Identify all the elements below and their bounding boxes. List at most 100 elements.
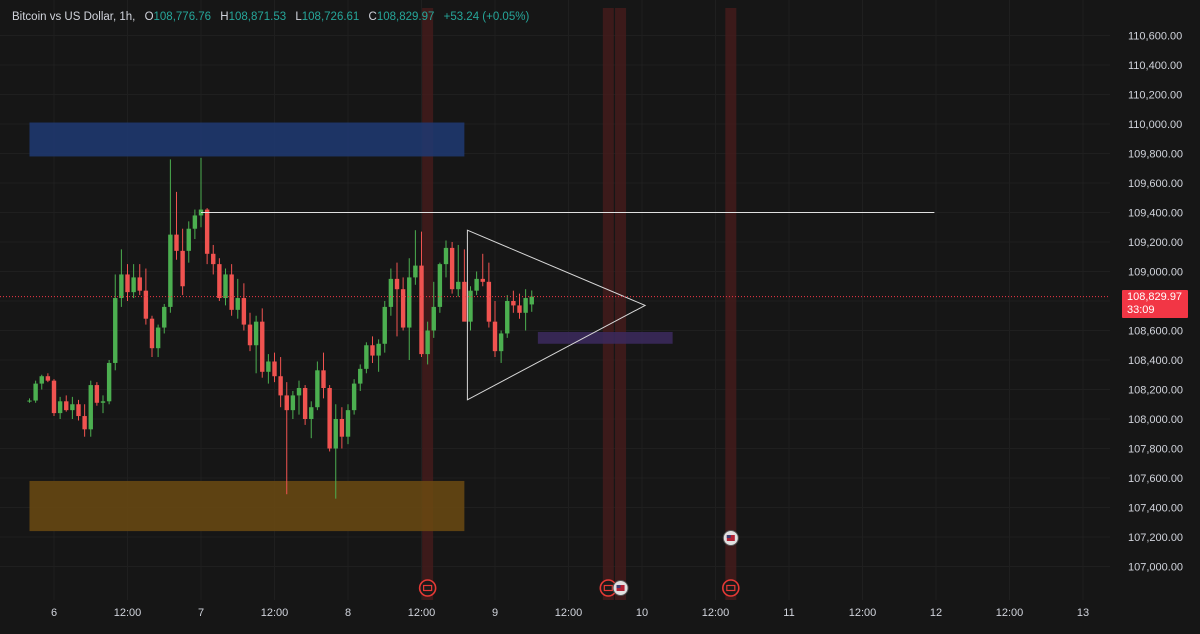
candle-body xyxy=(162,306,167,328)
candle-body xyxy=(315,370,320,408)
zone-small-zone xyxy=(537,331,673,344)
price-tick-label: 108,200.00 xyxy=(1128,385,1183,397)
candle-body xyxy=(327,388,332,449)
candle-body xyxy=(39,376,44,384)
candle-body xyxy=(272,361,277,377)
economic-event-icon xyxy=(418,579,437,597)
triangle-pattern xyxy=(466,229,647,401)
zone-demand xyxy=(29,480,465,532)
time-tick-label: 12:00 xyxy=(702,607,730,619)
time-tick-label: 8 xyxy=(345,607,351,619)
time-tick-label: 12 xyxy=(930,607,942,619)
price-tick-label: 108,400.00 xyxy=(1128,355,1183,367)
candle-body xyxy=(486,281,492,322)
time-tick-label: 13 xyxy=(1077,607,1089,619)
time-tick-label: 12:00 xyxy=(114,607,142,619)
candle-body xyxy=(284,395,289,411)
time-tick-label: 12:00 xyxy=(261,607,289,619)
candle-body xyxy=(290,395,296,411)
candle-body xyxy=(498,333,504,352)
last-price-tag: 108,829.97 33:09 xyxy=(1122,290,1188,318)
time-tick-label: 12:00 xyxy=(849,607,877,619)
time-tick-label: 10 xyxy=(636,607,648,619)
time-tick-label: 12:00 xyxy=(555,607,583,619)
candle-body xyxy=(192,215,198,229)
time-tick-label: 12:00 xyxy=(996,607,1024,619)
candle-body xyxy=(382,306,387,344)
candle-body xyxy=(443,247,449,265)
price-tick-label: 107,600.00 xyxy=(1128,473,1183,485)
candle-body xyxy=(260,321,265,372)
candle-body xyxy=(529,296,534,305)
candlestick-series xyxy=(27,157,534,499)
candle-body xyxy=(64,401,69,411)
calendar-glyph xyxy=(726,584,736,592)
candle-body xyxy=(474,278,479,291)
candle-body xyxy=(351,383,357,411)
candle-body xyxy=(217,264,222,299)
candle-body xyxy=(278,376,283,396)
event-column xyxy=(615,8,627,600)
candle-body xyxy=(223,274,228,299)
candle-body xyxy=(492,321,498,352)
candle-body xyxy=(333,419,338,449)
time-axis[interactable]: 6 12:00 7 12:00 8 12:00 9 12:00 10 12:00 11 12:00 12… xyxy=(51,607,1089,619)
symbol-title: Bitcoin vs US Dollar, 1h, xyxy=(12,11,136,23)
candle-body xyxy=(33,383,38,401)
candle-body xyxy=(364,345,369,369)
candle-body xyxy=(437,264,443,307)
candle-body xyxy=(358,368,363,384)
open-label: O xyxy=(144,11,154,23)
candle-body xyxy=(186,228,191,251)
price-tick-label: 109,200.00 xyxy=(1128,237,1183,249)
candle-body xyxy=(266,361,271,372)
candle-body xyxy=(168,234,173,307)
candle-body xyxy=(517,305,522,313)
candle-body xyxy=(106,362,112,402)
candle-body xyxy=(82,416,87,430)
candle-body xyxy=(235,298,240,310)
calendar-glyph xyxy=(423,584,433,592)
candle-body xyxy=(94,385,100,403)
low-value: 108,726.61 xyxy=(301,11,360,23)
flag-canton xyxy=(616,585,621,588)
last-price-value: 108,829.97 xyxy=(1127,291,1183,303)
time-tick-label: 6 xyxy=(51,607,57,619)
candle-body xyxy=(468,290,473,322)
high-label: H xyxy=(220,11,229,23)
event-column xyxy=(422,8,434,600)
price-tick-label: 109,000.00 xyxy=(1128,267,1183,279)
event-markers[interactable] xyxy=(418,530,740,597)
price-tick-label: 108,000.00 xyxy=(1128,414,1183,426)
candle-body xyxy=(143,290,149,319)
candle-body xyxy=(431,306,436,331)
candle-body xyxy=(174,234,179,251)
candle-body xyxy=(155,327,161,349)
economic-event-icon xyxy=(722,579,740,597)
change-value: +53.24 (+0.05%) xyxy=(443,11,530,23)
price-tick-label: 107,000.00 xyxy=(1128,562,1183,574)
candle-body xyxy=(57,401,63,414)
open-value: 108,776.76 xyxy=(153,11,212,23)
price-tick-label: 108,600.00 xyxy=(1128,326,1183,338)
candle-body xyxy=(131,277,136,293)
price-tick-label: 110,200.00 xyxy=(1128,90,1182,102)
candle-body xyxy=(27,400,32,402)
candle-body xyxy=(302,388,308,419)
candle-body xyxy=(113,298,118,363)
price-tick-label: 110,400.00 xyxy=(1128,60,1182,72)
candle-body xyxy=(51,380,57,414)
price-tick-label: 110,600.00 xyxy=(1128,31,1182,43)
candle-body xyxy=(376,343,381,356)
close-label: C xyxy=(368,11,377,23)
candle-body xyxy=(204,209,210,254)
candle-body xyxy=(456,281,461,290)
candle-body xyxy=(247,324,253,346)
candle-body xyxy=(370,345,375,356)
candle-body xyxy=(449,247,455,290)
candle-body xyxy=(462,281,467,322)
price-tick-label: 107,800.00 xyxy=(1128,444,1183,456)
price-tick-label: 107,400.00 xyxy=(1128,503,1183,515)
candle-body xyxy=(345,410,351,437)
